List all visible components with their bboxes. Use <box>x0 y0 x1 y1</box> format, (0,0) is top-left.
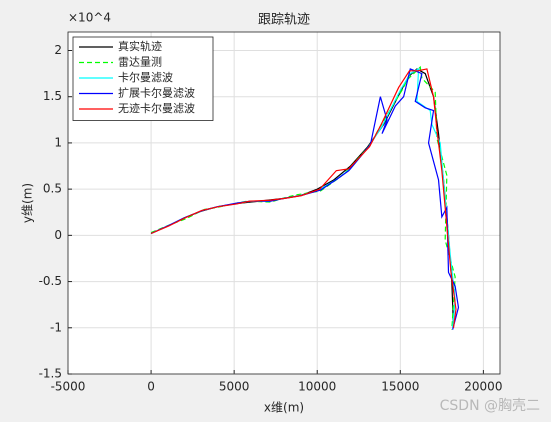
y-tick-label: 1.5 <box>43 89 62 103</box>
axes-box <box>67 31 501 375</box>
y-exponent: ×10^4 <box>68 11 111 25</box>
x-tick-label: 20000 <box>464 380 502 394</box>
legend-label: 卡尔曼滤波 <box>118 71 173 84</box>
y-axis-label: y维(m) <box>21 183 35 223</box>
y-tick-label: 0.5 <box>43 182 62 196</box>
x-tick-label: 0 <box>147 380 155 394</box>
series-line <box>150 68 457 328</box>
legend-label: 无迹卡尔曼滤波 <box>118 102 195 115</box>
legend-label: 真实轨迹 <box>118 39 162 53</box>
y-tick-label: -1.5 <box>39 367 62 381</box>
y-tick-label: 2 <box>54 43 62 57</box>
y-tick-label: 1 <box>54 135 62 149</box>
y-tick-label: 0 <box>54 228 62 242</box>
x-tick-label: 5000 <box>219 380 250 394</box>
x-tick-label: 10000 <box>298 380 336 394</box>
legend-label: 雷达量测 <box>118 56 162 69</box>
watermark: CSDN @胸壳二 <box>440 397 540 414</box>
x-axis-label: x维(m) <box>264 401 304 415</box>
y-tick-label: -0.5 <box>39 274 62 288</box>
x-tick-label: -5000 <box>51 380 86 394</box>
legend-label: 扩展卡尔曼滤波 <box>118 86 195 100</box>
y-tick-label: -1 <box>50 320 62 334</box>
x-tick-label: 15000 <box>381 380 419 394</box>
legend-box <box>72 36 214 121</box>
chart-title: 跟踪轨迹 <box>258 13 310 28</box>
